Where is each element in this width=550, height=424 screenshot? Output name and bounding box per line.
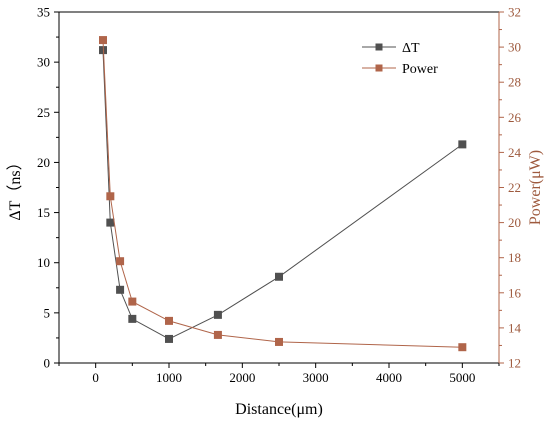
y-right-tick-label: 20 xyxy=(508,215,521,230)
y-right-tick-label: 26 xyxy=(508,110,522,125)
data-point-delta-t xyxy=(458,140,467,149)
data-point-delta-t xyxy=(106,218,115,227)
y-right-tick-label: 14 xyxy=(508,320,522,335)
x-tick-label: 2000 xyxy=(229,370,255,385)
legend-marker xyxy=(375,64,383,72)
data-point-power xyxy=(128,297,137,306)
x-tick-label: 4000 xyxy=(376,370,402,385)
y-right-tick-label: 12 xyxy=(508,356,521,371)
data-point-delta-t xyxy=(165,334,173,343)
series-layer xyxy=(99,36,467,352)
x-axis-title: Distance(μm) xyxy=(235,401,323,418)
legend: ΔT Power xyxy=(362,41,438,77)
series-line-power xyxy=(102,40,463,348)
data-point-power xyxy=(116,257,125,266)
y-right-tick-label: 28 xyxy=(508,75,521,90)
data-point-delta-t xyxy=(213,310,222,319)
x-tick-label: 3000 xyxy=(303,370,329,385)
y-tick-label: 0 xyxy=(44,356,51,371)
y-tick-label: 10 xyxy=(37,255,50,270)
x-tick-label: 0 xyxy=(92,370,99,385)
y-right-tick-label: 24 xyxy=(508,145,522,160)
y-right-tick-label: 18 xyxy=(508,250,521,265)
legend-marker xyxy=(375,43,383,51)
data-point-power xyxy=(275,337,283,346)
data-point-power xyxy=(106,192,115,201)
y-tick-label: 25 xyxy=(37,105,50,120)
x-tick-label: 5000 xyxy=(449,370,475,385)
legend-label: ΔT xyxy=(402,41,420,56)
data-point-delta-t xyxy=(275,272,283,281)
y-right-tick-label: 22 xyxy=(508,180,521,195)
series-line-delta-t xyxy=(102,50,463,340)
y-axis-right-title: Power(μW) xyxy=(527,150,544,225)
y-tick-label: 15 xyxy=(37,205,50,220)
y-right-tick-label: 32 xyxy=(508,5,521,20)
y-tick-label: 30 xyxy=(37,55,50,70)
legend-label: Power xyxy=(402,62,438,77)
data-point-delta-t xyxy=(128,314,137,323)
data-point-power xyxy=(213,330,222,339)
data-point-power xyxy=(165,316,173,325)
y-axis-title: ΔT（ns） xyxy=(6,154,24,220)
axes: 0 1000 2000 3000 4000 5000 0 5 10 15 20 25 30 35 12 14 1… xyxy=(37,5,522,386)
data-point-power xyxy=(458,343,467,352)
y-right-tick-label: 30 xyxy=(508,40,521,55)
x-tick-label: 1000 xyxy=(156,370,182,385)
data-point-delta-t xyxy=(116,285,125,294)
data-point-power xyxy=(99,36,107,45)
y-tick-label: 5 xyxy=(44,305,51,320)
y-tick-label: 20 xyxy=(37,155,50,170)
y-right-tick-label: 16 xyxy=(508,285,522,300)
y-tick-label: 35 xyxy=(37,5,50,20)
